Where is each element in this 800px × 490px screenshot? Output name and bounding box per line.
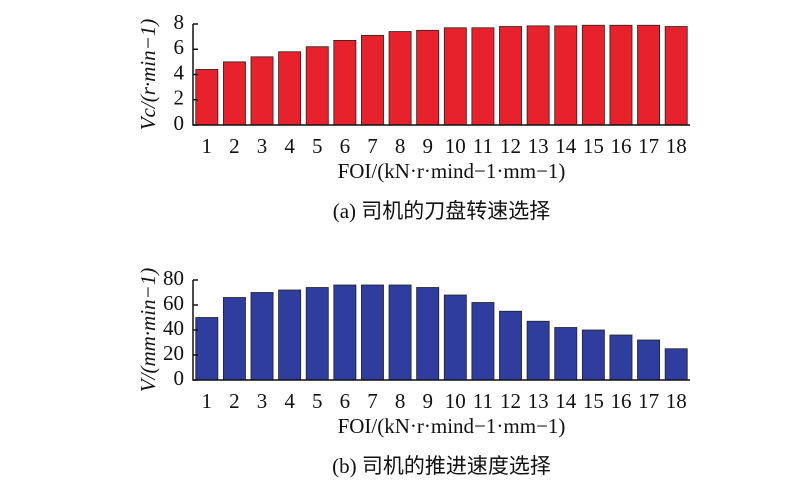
y-tick-label: 80 [163,266,184,290]
x-tick-label: 7 [367,389,378,413]
bar [499,310,522,381]
bar [581,329,605,381]
y-tick-label: 2 [174,86,185,110]
x-tick-label: 13 [528,389,549,413]
bar [637,339,661,381]
x-tick-label: 5 [312,389,323,413]
x-tick-label: 4 [284,389,295,413]
y-tick-label: 0 [174,111,185,135]
x-tick-label: 4 [284,134,295,158]
x-axis-title: FOI/(kN·r·mind−1·mm−1) [338,414,566,438]
bar [554,25,578,126]
bar [416,29,440,126]
bar [443,294,467,381]
bar [361,34,384,126]
x-tick-label: 1 [202,389,213,413]
bar [388,31,412,126]
x-tick-label: 3 [257,389,268,413]
caption: (a) 司机的刀盘转速选择 [333,199,551,223]
bar [471,27,495,126]
bar [250,292,274,381]
bar [664,348,688,381]
bar [609,334,633,381]
bar [581,24,605,126]
x-tick-label: 14 [555,389,577,413]
x-axis-title: FOI/(kN·r·mind−1·mm−1) [338,159,566,183]
y-tick-label: 0 [174,366,185,390]
y-tick-label: 8 [174,10,185,34]
x-tick-label: 14 [555,134,577,158]
bar [195,69,219,126]
bar [333,284,357,381]
x-tick-label: 3 [257,134,268,158]
x-tick-label: 17 [638,389,659,413]
bar [278,289,302,381]
x-tick-label: 6 [340,389,351,413]
x-tick-label: 2 [229,134,240,158]
x-tick-label: 12 [500,389,521,413]
bar [250,56,274,126]
x-tick-label: 1 [202,134,213,158]
x-tick-label: 10 [445,134,466,158]
caption: (b) 司机的推进速度选择 [332,454,551,478]
y-tick-label: 40 [163,316,184,340]
y-tick-label: 4 [174,60,185,84]
x-tick-label: 16 [610,134,631,158]
bar [526,320,550,381]
x-tick-label: 8 [395,389,406,413]
bar [388,284,412,381]
x-tick-label: 11 [473,389,493,413]
x-tick-label: 10 [445,389,466,413]
bar [554,327,578,381]
bar [278,51,302,126]
x-tick-label: 13 [528,134,549,158]
x-tick-label: 15 [583,389,604,413]
bar [609,24,633,126]
bar [664,26,688,126]
bar [222,61,246,126]
y-tick-label: 60 [163,291,184,315]
bar [637,24,661,126]
x-tick-label: 18 [666,134,687,158]
y-tick-label: 20 [163,341,184,365]
bar [305,287,329,381]
y-axis-title: V/(mm·min−1) [136,268,160,392]
x-tick-label: 12 [500,134,521,158]
bar [305,46,329,126]
x-tick-label: 11 [473,134,493,158]
bar [471,302,495,381]
bar [416,287,440,381]
x-tick-label: 2 [229,389,240,413]
bar [443,27,467,126]
x-tick-label: 5 [312,134,323,158]
bar [361,284,384,381]
x-tick-label: 18 [666,389,687,413]
y-tick-label: 6 [174,35,185,59]
x-tick-label: 7 [367,134,378,158]
x-tick-label: 9 [422,134,433,158]
bar [526,25,550,126]
x-tick-label: 6 [340,134,351,158]
y-axis-title: Vc/(r·min−1) [136,19,160,131]
bar [195,317,219,381]
bar [499,26,522,126]
bar [333,40,357,126]
x-tick-label: 8 [395,134,406,158]
bar [222,297,246,381]
x-tick-label: 16 [610,389,631,413]
x-tick-label: 9 [422,389,433,413]
x-tick-label: 15 [583,134,604,158]
x-tick-label: 17 [638,134,659,158]
